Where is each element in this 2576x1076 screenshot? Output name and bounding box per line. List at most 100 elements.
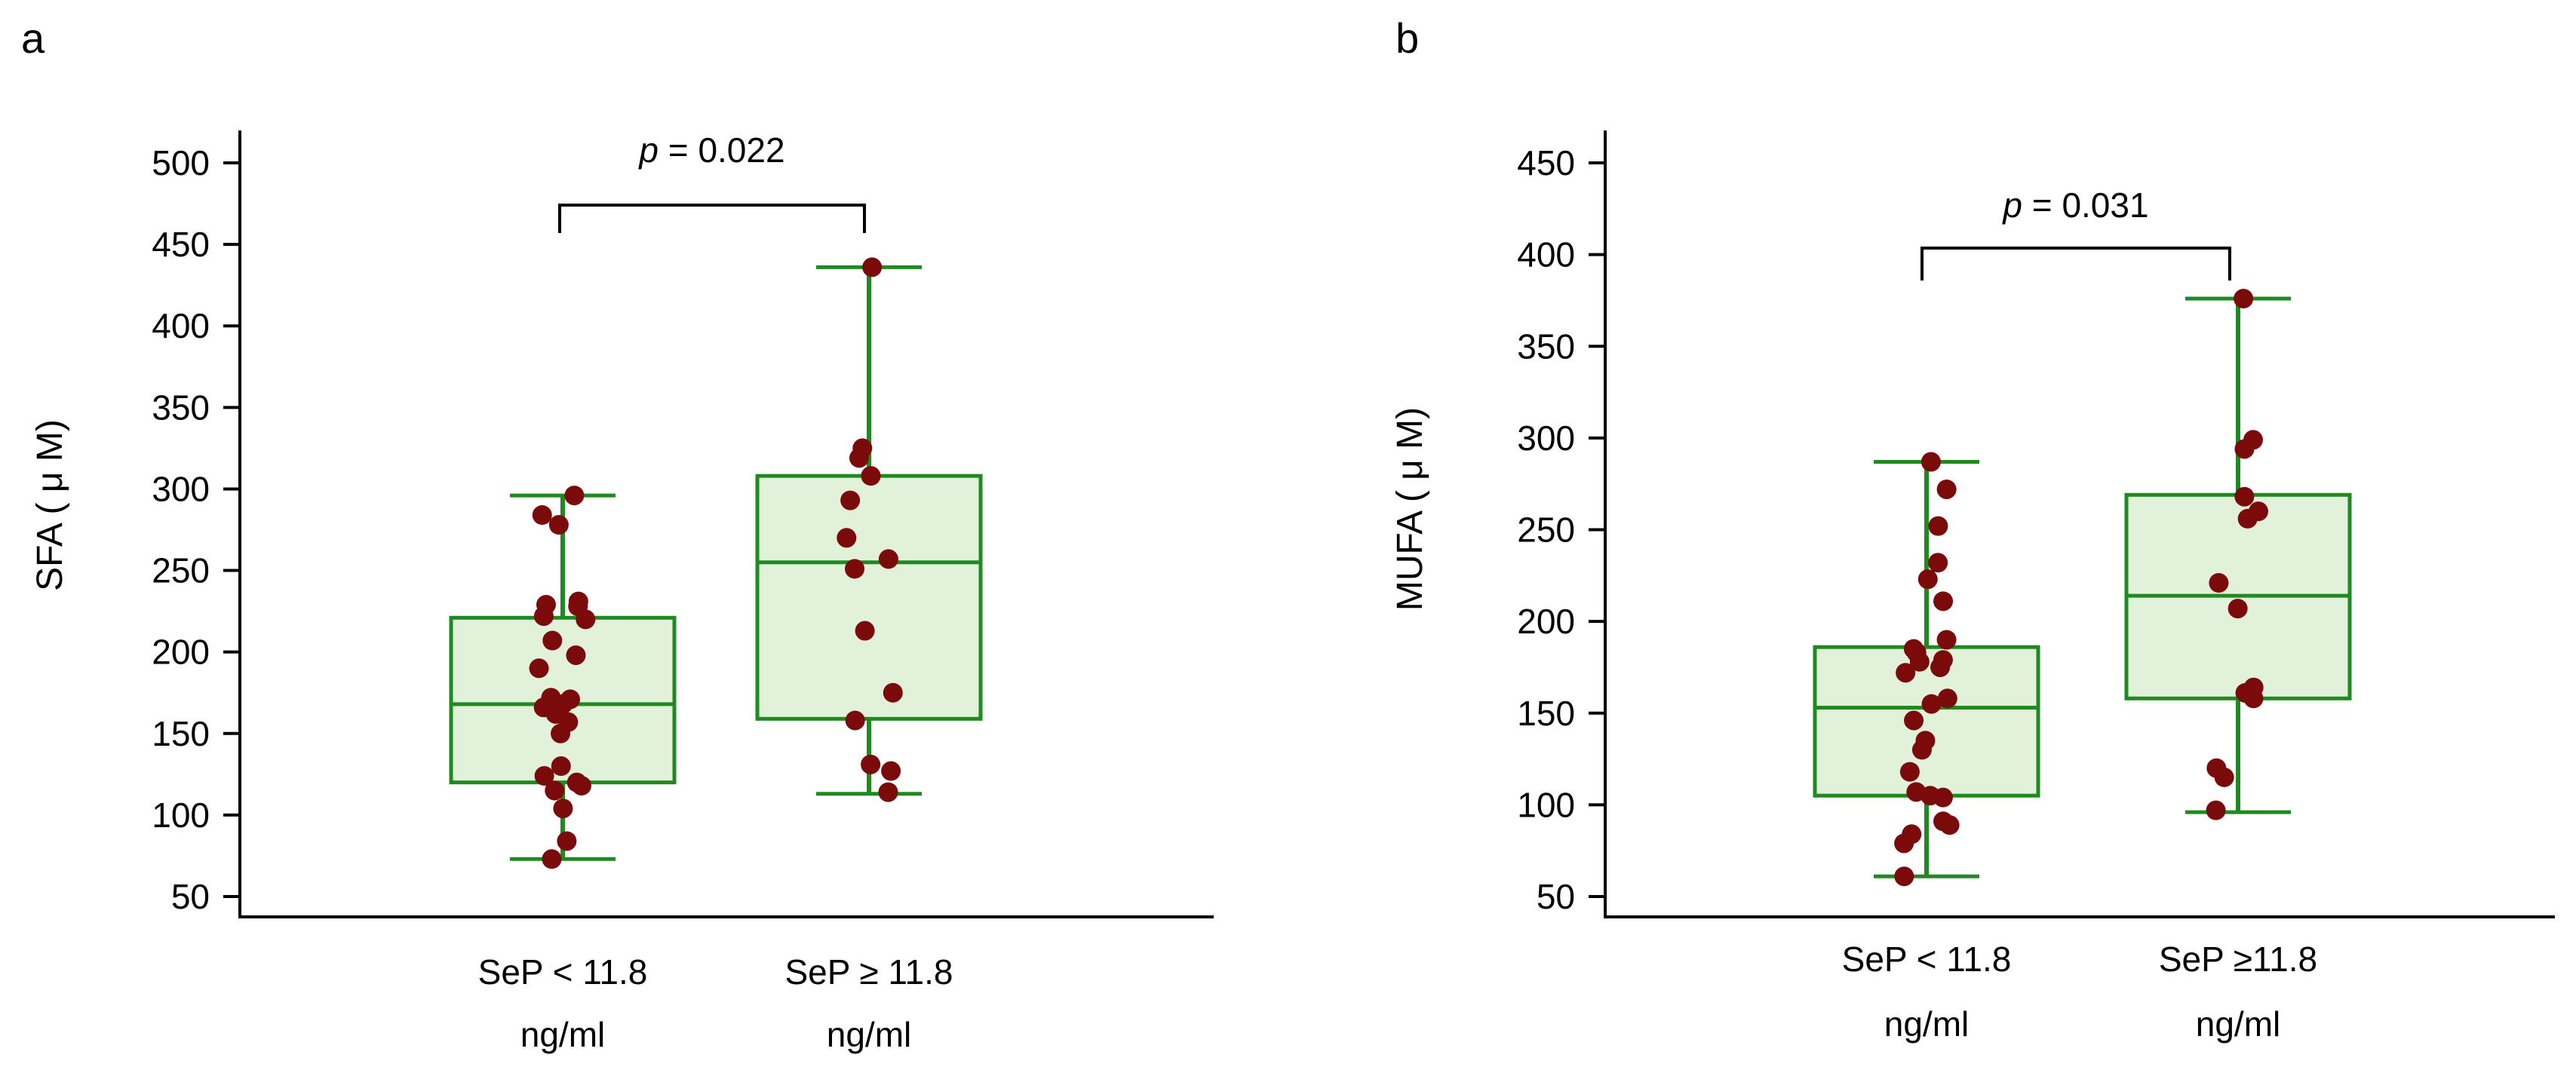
- panel-a-p-value-text: = 0.022: [659, 130, 785, 170]
- data-point: [837, 528, 857, 548]
- panel-b-plot-area: [1813, 289, 2352, 887]
- panel-b-y-axis-label: MUFA ( μ M): [1390, 407, 1430, 611]
- data-point: [2237, 508, 2258, 529]
- data-point: [845, 710, 865, 731]
- data-point: [533, 606, 554, 627]
- data-point: [551, 756, 571, 777]
- y-tick-label: 250: [1517, 510, 1575, 550]
- data-point: [878, 549, 898, 569]
- y-tick-label: 100: [152, 796, 210, 835]
- panel-b-category-2-line2: ng/ml: [2196, 1004, 2280, 1044]
- data-point: [2209, 573, 2229, 593]
- data-point: [576, 609, 596, 630]
- panel-a-plot-area: [449, 257, 983, 869]
- data-point: [1937, 688, 1957, 709]
- y-tick-label: 400: [152, 306, 210, 345]
- data-point: [881, 761, 901, 781]
- data-point: [1930, 657, 1951, 677]
- data-point: [1896, 663, 1916, 683]
- panel-a-category-1-line2: ng/ml: [520, 1015, 605, 1054]
- data-point: [2234, 289, 2254, 309]
- panel-a-y-ticks: 50 100 150 200 250 300 350 400 450 500: [152, 143, 240, 916]
- data-point: [1911, 740, 1932, 760]
- y-tick-label: 50: [171, 877, 210, 916]
- y-tick-label: 300: [1517, 418, 1575, 458]
- y-tick-label: 350: [152, 388, 210, 427]
- data-point: [529, 658, 549, 679]
- data-point: [545, 780, 565, 801]
- data-point: [2234, 439, 2255, 459]
- panel-a-category-1-line1: SeP < 11.8: [478, 952, 648, 992]
- y-tick-label: 300: [152, 469, 210, 508]
- panel-a-category-2-line1: SeP ≥ 11.8: [784, 952, 953, 992]
- data-point: [1920, 452, 1941, 472]
- y-tick-label: 100: [1517, 785, 1575, 824]
- panel-b-p-value: p = 0.031: [2001, 185, 2148, 225]
- data-point: [883, 682, 903, 703]
- box-iqr: [755, 474, 983, 721]
- data-point: [1904, 710, 1924, 731]
- panel-b-letter: b: [1395, 14, 1419, 62]
- y-tick-label: 250: [152, 551, 210, 590]
- data-point: [571, 775, 591, 796]
- data-point: [1894, 866, 1914, 887]
- data-point: [2243, 688, 2264, 709]
- y-tick-label: 500: [152, 143, 210, 182]
- panel-a-p-value: p = 0.022: [637, 130, 784, 170]
- y-tick-label: 200: [152, 633, 210, 672]
- data-point: [1899, 762, 1920, 782]
- data-point: [2228, 599, 2248, 619]
- data-point: [557, 831, 577, 851]
- panel-b-category-2-line1: SeP ≥11.8: [2159, 940, 2317, 979]
- data-point: [1909, 651, 1930, 672]
- data-point: [1894, 833, 1914, 854]
- data-point: [1936, 479, 1957, 499]
- box-iqr: [1813, 645, 2040, 798]
- panel-b-y-ticks: 50 100 150 200 250 300 350 400 450: [1517, 143, 1605, 916]
- y-tick-label: 350: [1517, 326, 1575, 366]
- data-point: [1933, 591, 1954, 612]
- data-point: [534, 765, 554, 786]
- panel-a-p-symbol: p: [637, 130, 659, 170]
- panel-b-category-1-line2: ng/ml: [1884, 1004, 1969, 1044]
- data-point: [2214, 767, 2234, 787]
- data-point: [1933, 787, 1953, 808]
- y-tick-label: 150: [152, 714, 210, 753]
- data-point: [855, 621, 875, 641]
- y-tick-label: 200: [1517, 602, 1575, 641]
- panel-a-category-2-line2: ng/ml: [827, 1015, 911, 1054]
- data-point: [551, 723, 571, 743]
- data-point: [861, 466, 881, 486]
- y-tick-label: 150: [1517, 694, 1575, 733]
- data-point: [542, 630, 563, 651]
- panel-a-significance-bracket: [558, 204, 866, 233]
- data-point: [2206, 800, 2226, 820]
- y-tick-label: 450: [152, 225, 210, 264]
- panel-a: a SFA ( μ M) 501001502002503003504004505…: [21, 14, 1214, 1054]
- data-point: [532, 505, 552, 526]
- data-point: [2234, 486, 2255, 507]
- data-point: [1928, 553, 1948, 573]
- data-point: [1936, 630, 1957, 650]
- data-point: [566, 645, 586, 665]
- data-point: [548, 515, 569, 535]
- data-point: [861, 754, 881, 774]
- data-point: [1921, 694, 1942, 714]
- panel-b-significance-bracket: [1920, 247, 2231, 280]
- panel-b: b MUFA ( μ M) 50 100 150 200 250 300 350 400 450…: [1390, 14, 2555, 1044]
- data-point: [849, 448, 869, 468]
- y-tick-label: 400: [1517, 235, 1575, 274]
- data-point: [1917, 569, 1938, 590]
- data-point: [844, 559, 864, 579]
- panel-a-y-axis-label: SFA ( μ M): [30, 419, 70, 591]
- data-point: [542, 849, 562, 869]
- panel-a-letter: a: [21, 14, 45, 62]
- data-point: [862, 257, 883, 277]
- y-tick-label: 450: [1517, 143, 1575, 182]
- data-point: [878, 782, 898, 802]
- data-point: [553, 799, 573, 819]
- y-tick-label: 50: [1537, 877, 1575, 916]
- data-point: [1939, 815, 1960, 835]
- panel-b-p-value-text: = 0.031: [2022, 185, 2149, 225]
